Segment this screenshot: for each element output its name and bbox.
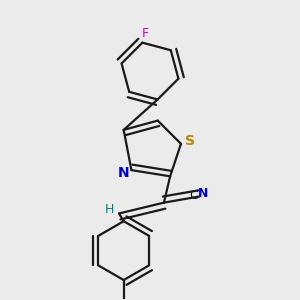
Text: S: S [184, 134, 195, 148]
Text: C: C [190, 189, 198, 202]
Text: N: N [118, 166, 130, 180]
Text: F: F [142, 27, 149, 40]
Text: N: N [198, 188, 208, 200]
Text: H: H [104, 203, 114, 216]
